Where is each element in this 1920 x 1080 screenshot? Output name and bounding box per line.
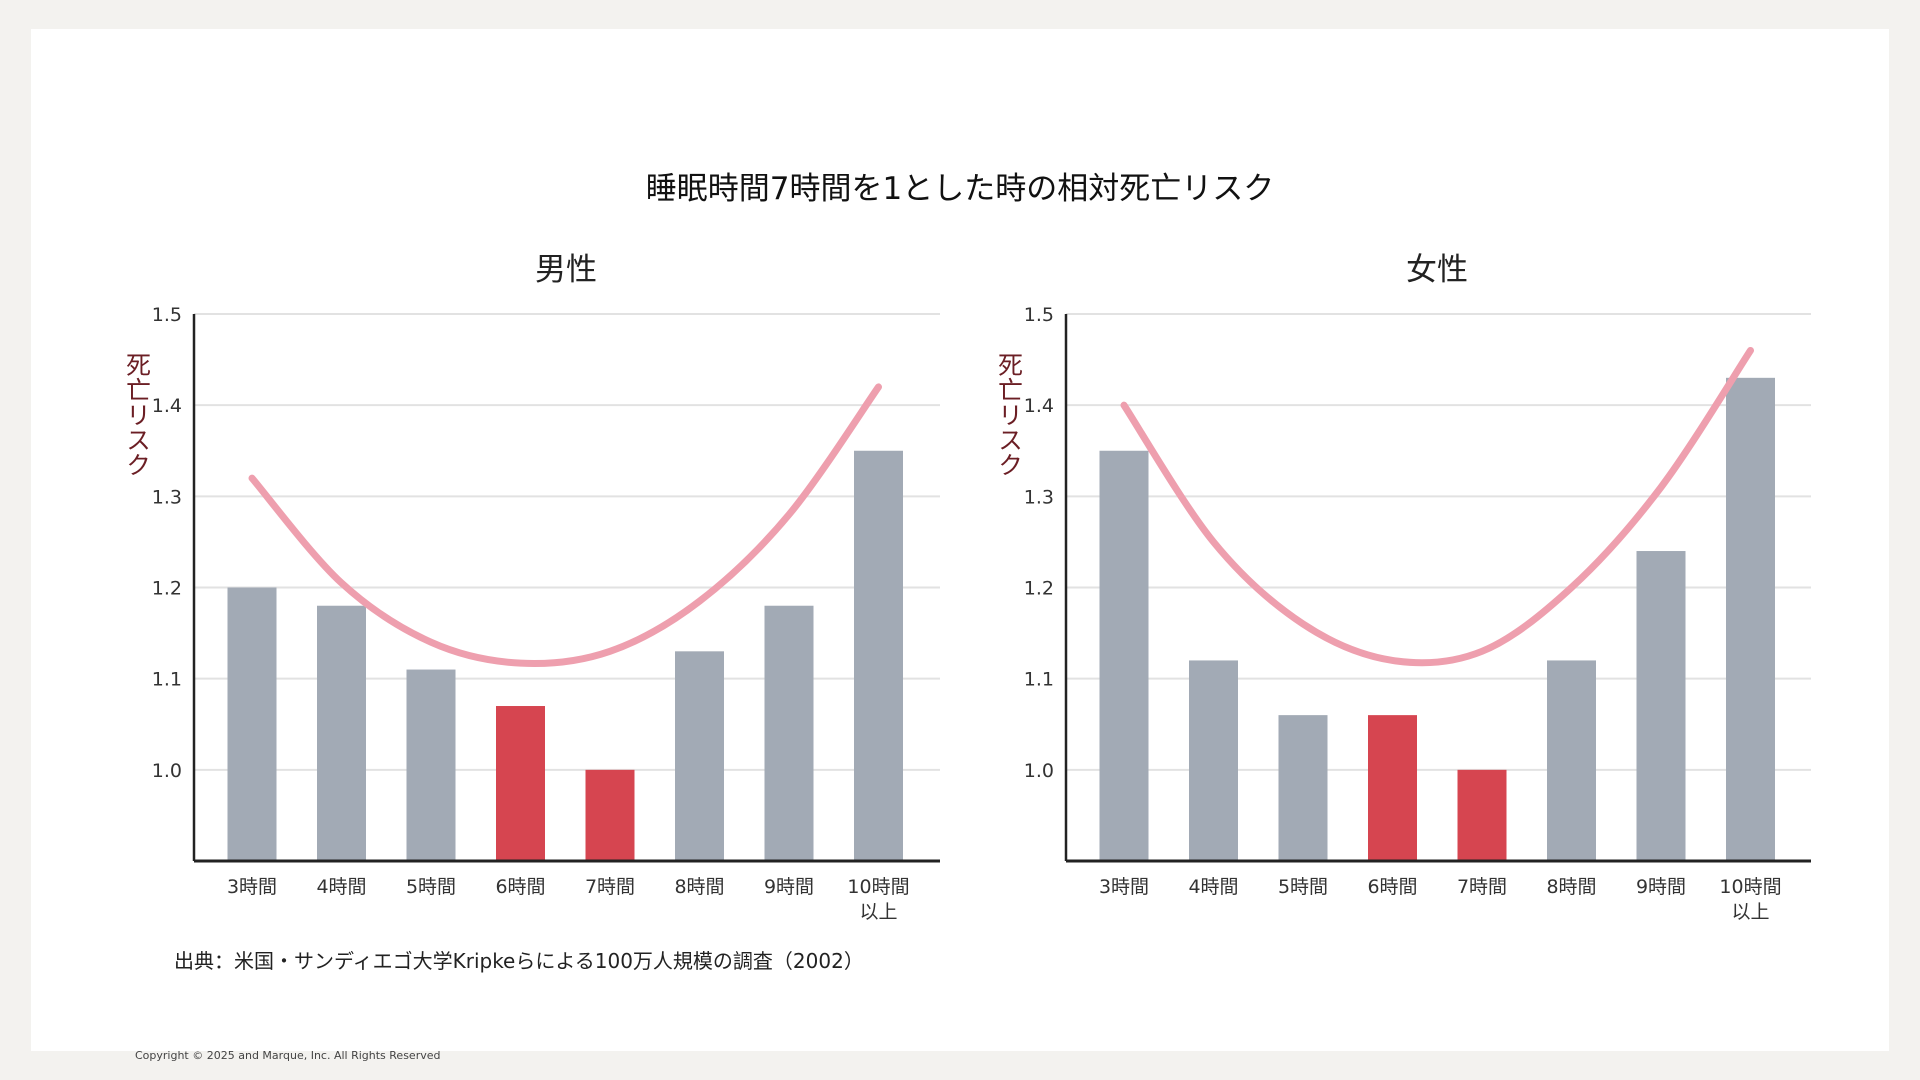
bar [227, 587, 277, 861]
y-tick-label: 1.4 [1024, 395, 1054, 417]
chart-title: 女性 [1406, 252, 1468, 288]
x-tick-label: 6時間 [495, 876, 545, 898]
x-tick-label: 5時間 [1278, 876, 1328, 898]
bar [1726, 377, 1775, 861]
y-tick-label: 1.5 [1024, 304, 1054, 326]
copyright: Copyright © 2025 and Marque, Inc. All Ri… [135, 1049, 441, 1062]
x-tick-label: 以上 [1731, 901, 1769, 923]
bar [1636, 551, 1686, 861]
y-tick-label: 1.3 [1024, 486, 1054, 508]
trend-curve [1120, 346, 1754, 667]
bar [585, 769, 635, 861]
bar [1368, 715, 1417, 861]
bar [675, 651, 724, 861]
x-tick-label: 7時間 [1457, 876, 1507, 898]
x-tick-label: 9時間 [1636, 876, 1686, 898]
source-note: 出典：米国・サンディエゴ大学Kripkeらによる100万人規模の調査（2002） [174, 949, 864, 973]
bar [1547, 660, 1596, 861]
y-tick-label: 1.5 [152, 304, 182, 326]
x-tick-label: 6時間 [1367, 876, 1417, 898]
slide [31, 29, 1889, 1051]
bar [1457, 769, 1507, 861]
bar [496, 706, 545, 861]
bar [317, 605, 366, 861]
x-tick-label: 10時間 [1719, 876, 1781, 898]
bar [1278, 715, 1328, 861]
y-tick-label: 1.1 [152, 669, 182, 691]
chart-title: 男性 [535, 252, 597, 288]
x-tick-label: 3時間 [227, 876, 277, 898]
trend-curve [248, 383, 882, 668]
x-tick-label: 8時間 [1546, 876, 1596, 898]
y-axis-label: 死亡リスク [123, 352, 152, 477]
x-tick-label: 以上 [859, 901, 897, 923]
y-tick-label: 1.0 [152, 760, 182, 782]
bar [854, 450, 903, 861]
bar [406, 669, 456, 861]
x-tick-label: 8時間 [674, 876, 724, 898]
x-tick-label: 5時間 [406, 876, 456, 898]
y-tick-label: 1.4 [152, 395, 182, 417]
y-tick-label: 1.0 [1024, 760, 1054, 782]
y-tick-label: 1.2 [152, 578, 182, 600]
x-tick-label: 10時間 [847, 876, 909, 898]
x-tick-label: 9時間 [764, 876, 814, 898]
y-tick-label: 1.3 [152, 486, 182, 508]
x-tick-label: 4時間 [316, 876, 366, 898]
y-axis-label: 死亡リスク [995, 352, 1024, 477]
bar [1189, 660, 1238, 861]
y-tick-label: 1.2 [1024, 578, 1054, 600]
main-title: 睡眠時間7時間を1とした時の相対死亡リスク [645, 171, 1275, 207]
bar [764, 605, 814, 861]
bar [1099, 450, 1149, 861]
x-tick-label: 7時間 [585, 876, 635, 898]
x-tick-label: 3時間 [1099, 876, 1149, 898]
x-tick-label: 4時間 [1188, 876, 1238, 898]
y-tick-label: 1.1 [1024, 669, 1054, 691]
